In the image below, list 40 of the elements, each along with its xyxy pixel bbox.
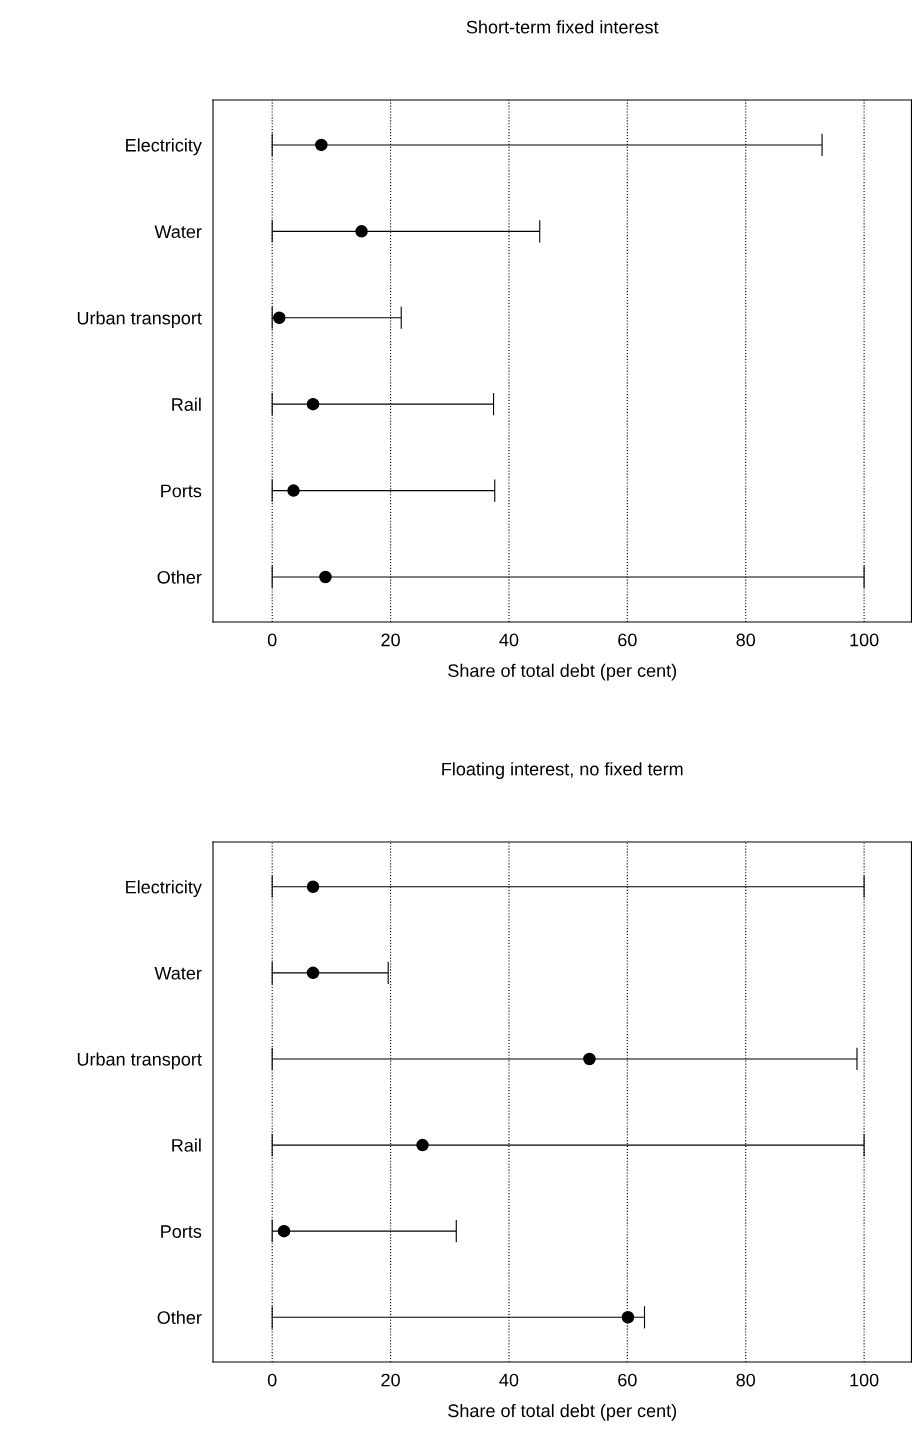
point bbox=[277, 1224, 291, 1238]
point bbox=[315, 138, 328, 152]
x-tick-label: 100 bbox=[850, 1373, 879, 1387]
y-tick-label: Urban transport bbox=[77, 1052, 202, 1070]
point bbox=[306, 880, 320, 894]
x-tick-label: 80 bbox=[736, 1373, 756, 1387]
x-tick-label: 20 bbox=[381, 633, 400, 647]
point bbox=[306, 397, 320, 411]
point bbox=[355, 225, 368, 238]
x-tick-label: 40 bbox=[499, 633, 519, 647]
x-axis-title: Share of total debt (per cent) bbox=[448, 1403, 677, 1421]
chart-title: Short-term fixed interest bbox=[466, 20, 659, 34]
y-tick-label: Electricity bbox=[126, 880, 202, 898]
y-tick-label: Water bbox=[154, 966, 202, 980]
point bbox=[319, 570, 332, 584]
point bbox=[583, 1052, 596, 1066]
point bbox=[621, 1311, 635, 1324]
point bbox=[416, 1138, 429, 1152]
point bbox=[306, 966, 320, 980]
y-tick-label: Electricity bbox=[126, 138, 202, 156]
y-tick-label: Water bbox=[154, 225, 202, 239]
chart-title: Floating interest, no fixed term bbox=[442, 762, 683, 780]
x-tick-label: 60 bbox=[618, 633, 637, 647]
x-tick-label: 0 bbox=[267, 633, 277, 647]
y-tick-label: Other bbox=[157, 570, 202, 584]
y-tick-label: Ports bbox=[161, 484, 202, 498]
x-tick-label: 0 bbox=[267, 1373, 277, 1387]
y-tick-label: Rail bbox=[172, 397, 201, 411]
point bbox=[287, 484, 300, 497]
y-tick-label: Ports bbox=[161, 1225, 202, 1238]
x-tick-label: 60 bbox=[618, 1373, 637, 1387]
y-tick-label: Rail bbox=[172, 1138, 201, 1152]
point bbox=[273, 311, 286, 325]
x-tick-label: 100 bbox=[850, 633, 879, 647]
x-tick-label: 40 bbox=[499, 1373, 519, 1387]
y-tick-label: Other bbox=[157, 1310, 202, 1324]
x-tick-label: 80 bbox=[736, 633, 756, 647]
y-tick-label: Urban transport bbox=[77, 311, 202, 329]
x-axis-title: Share of total debt (per cent) bbox=[448, 663, 677, 681]
x-tick-label: 20 bbox=[381, 1373, 400, 1387]
